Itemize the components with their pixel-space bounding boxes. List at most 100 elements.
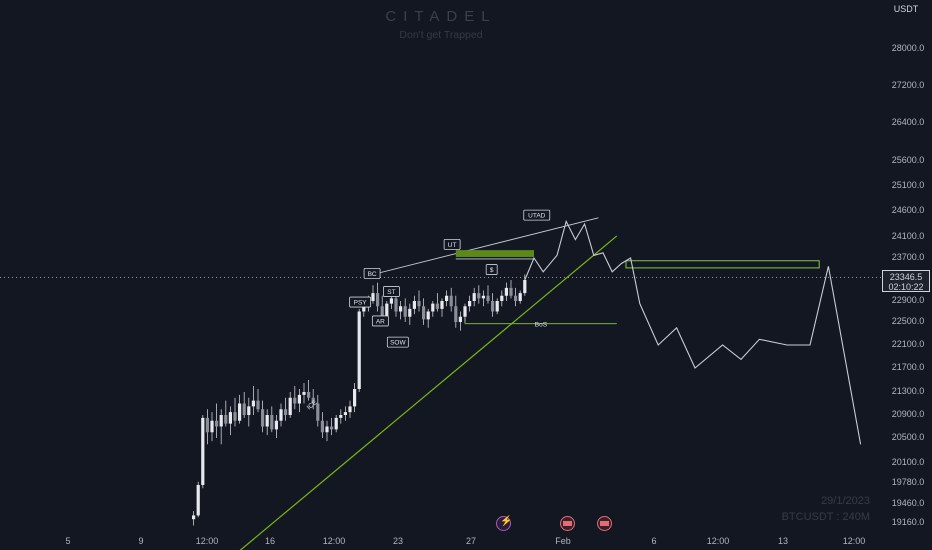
candle-body	[210, 420, 214, 433]
watermark-date: 29/1/2023	[821, 495, 870, 507]
candle-body	[362, 306, 366, 312]
price-tick-label: 22100.0	[891, 339, 925, 349]
candle-body	[426, 311, 430, 320]
candle-body	[357, 311, 361, 389]
time-tick-label: 12:00	[842, 536, 866, 546]
candle-body	[224, 415, 228, 424]
label-st: ST	[387, 289, 395, 296]
price-tick-label: 21300.0	[891, 386, 925, 396]
candle-body	[422, 306, 426, 320]
label-box-ar	[371, 315, 389, 327]
candle-body	[307, 392, 311, 398]
price-tick-label: 28000.0	[891, 43, 925, 53]
time-tick-label: 13	[777, 536, 788, 546]
label-bc: BC	[368, 271, 377, 278]
candle-body	[445, 295, 449, 301]
candles	[192, 274, 527, 526]
candle-body	[500, 295, 504, 301]
quote-currency-label: USDT	[893, 4, 919, 14]
event-flash-icon[interactable]: ⚡	[496, 516, 512, 531]
candle-body	[316, 403, 320, 421]
candle-body	[284, 409, 288, 415]
supply-zone	[455, 250, 534, 257]
candle-body	[412, 301, 416, 309]
candle-body	[431, 303, 435, 312]
candle-body	[389, 298, 393, 304]
event-flag-icon[interactable]	[560, 516, 575, 531]
candle-body	[495, 301, 499, 312]
label-box-st	[382, 286, 400, 297]
label-box-bc	[363, 267, 381, 279]
candle-body	[458, 316, 462, 322]
bos-label: BoS	[535, 322, 548, 329]
candle-body	[311, 397, 315, 404]
candle-body	[251, 400, 255, 407]
price-tick-label: 21700.0	[891, 362, 925, 372]
candle-body	[440, 301, 444, 309]
candle-body	[435, 303, 439, 309]
candle-body	[376, 293, 380, 307]
candle-body	[468, 301, 472, 307]
current-price-value: 23346.5	[889, 272, 923, 282]
label-dollar: $	[490, 267, 494, 274]
candle-body	[394, 298, 398, 312]
candle-body	[247, 406, 251, 415]
label-box-utad	[523, 209, 551, 221]
price-tick-label: 24100.0	[891, 231, 925, 241]
candle-body	[353, 389, 357, 407]
time-tick-label: 12:00	[322, 536, 346, 546]
price-tick-label: 20900.0	[891, 409, 925, 419]
label-ut: UT	[448, 242, 457, 249]
candle-body	[491, 301, 495, 312]
candle-body	[288, 397, 292, 415]
price-tick-label: 26400.0	[891, 117, 925, 127]
candle-body	[449, 295, 453, 307]
candle-body	[403, 306, 407, 317]
price-tick-label: 24600.0	[891, 205, 925, 215]
candle-body	[325, 426, 329, 433]
candle-body	[463, 306, 467, 317]
candle-body	[509, 287, 513, 296]
time-tick-label: Feb	[555, 536, 571, 546]
label-box-$	[485, 264, 498, 275]
target-zone	[625, 260, 820, 269]
candle-body	[472, 293, 476, 301]
candle-body	[215, 420, 219, 427]
candle-body	[334, 417, 338, 430]
candle-body	[238, 403, 242, 421]
candle-body	[228, 412, 232, 424]
candle-body	[504, 287, 508, 296]
ice-trendline	[239, 235, 618, 550]
candle-body	[371, 293, 375, 301]
label-psy: PSY	[354, 300, 368, 307]
candle-body	[486, 295, 490, 301]
label-box-sow	[386, 336, 409, 348]
time-tick-label: 5	[65, 536, 71, 546]
candle-body	[279, 409, 283, 421]
candle-body	[518, 293, 522, 301]
resistance-line	[368, 217, 599, 277]
price-tick-label: 25600.0	[891, 155, 925, 165]
candle-body	[417, 301, 421, 307]
price-tick-label: 20100.0	[891, 457, 925, 467]
price-tick-label: 20500.0	[891, 432, 925, 442]
label-ar: AR	[376, 318, 385, 325]
time-tick-label: 6	[651, 536, 657, 546]
label-utad: UTAD	[528, 213, 546, 220]
candle-body	[265, 415, 269, 427]
label-sow: SOW	[390, 340, 406, 347]
event-flag-icon[interactable]	[597, 516, 612, 531]
price-tick-label: 22900.0	[891, 295, 925, 305]
time-tick-label: 27	[465, 536, 476, 546]
candle-body	[481, 295, 485, 299]
current-price-countdown: 02:10:22	[888, 282, 924, 292]
price-tick-label: 19780.0	[891, 477, 925, 487]
price-tick-label: 25100.0	[891, 180, 925, 190]
candle-body	[302, 392, 306, 395]
candle-body	[297, 394, 301, 404]
time-tick-label: 23	[392, 536, 403, 546]
candle-body	[196, 484, 200, 516]
price-tick-label: 23700.0	[891, 252, 925, 262]
candle-body	[261, 409, 265, 427]
